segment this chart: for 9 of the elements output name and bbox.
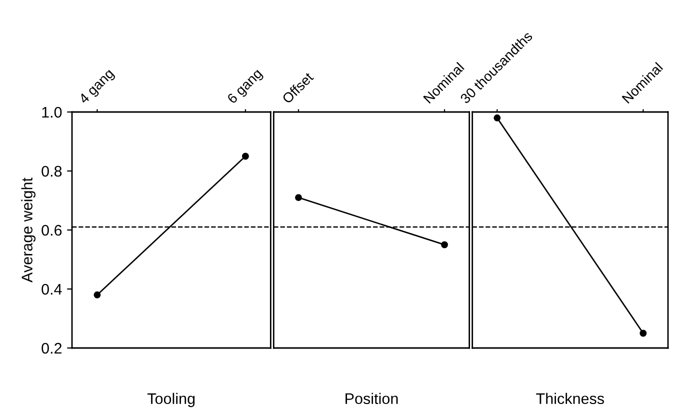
y-tick-label: 1.0 (42, 106, 62, 118)
x-axis-title: Thickness (536, 392, 604, 404)
x-axis-title: Tooling (147, 392, 195, 408)
y-tick-label: 0.6 (42, 224, 62, 236)
x-axis-title: Position (346, 392, 398, 404)
y-axis-title: Average weight (21, 178, 36, 282)
y-tick-label: 0.2 (42, 342, 62, 354)
y-tick-label: 0.4 (42, 284, 62, 295)
y-tick-label: 0.8 (42, 166, 62, 177)
